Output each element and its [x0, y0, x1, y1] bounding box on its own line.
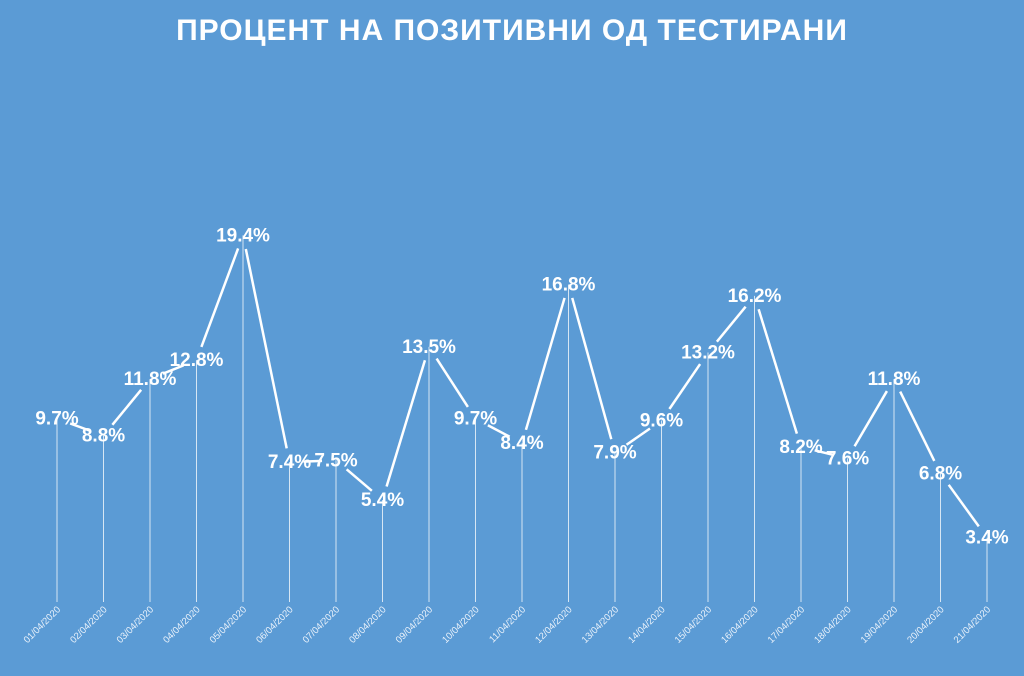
series-line-segment	[625, 427, 651, 446]
x-tick-label: 10/04/2020	[440, 604, 481, 645]
data-label: 9.7%	[35, 409, 78, 430]
data-label: 8.4%	[500, 433, 543, 454]
data-label: 16.8%	[542, 274, 596, 295]
x-tick-label: 05/04/2020	[208, 604, 249, 645]
data-label: 7.9%	[593, 443, 636, 464]
series-line-segment	[385, 359, 427, 487]
data-label: 5.4%	[361, 490, 404, 511]
series-line-segment	[162, 364, 185, 375]
data-label: 3.4%	[965, 528, 1008, 549]
chart-title: ПРОЦЕНТ НА ПОЗИТИВНИ ОД ТЕСТИРАНИ	[176, 14, 848, 47]
x-tick-label: 18/04/2020	[812, 604, 853, 645]
series-line-segment	[200, 248, 240, 348]
x-tick-label: 07/04/2020	[301, 604, 342, 645]
series-line-segment	[757, 308, 799, 435]
x-tick-label: 08/04/2020	[347, 604, 388, 645]
x-tick-label: 17/04/2020	[766, 604, 807, 645]
x-tick-label: 03/04/2020	[115, 604, 156, 645]
x-tick-label: 01/04/2020	[22, 604, 63, 645]
x-tick-label: 13/04/2020	[580, 604, 621, 645]
x-tick-label: 19/04/2020	[859, 604, 900, 645]
x-tick-label: 06/04/2020	[254, 604, 295, 645]
x-tick-label: 15/04/2020	[673, 604, 714, 645]
x-tick-label: 04/04/2020	[161, 604, 202, 645]
x-tick-label: 16/04/2020	[719, 604, 760, 645]
data-label: 7.5%	[314, 450, 357, 471]
data-label: 6.8%	[919, 463, 962, 484]
series-line-segment	[487, 424, 511, 438]
series-line-segment	[853, 390, 889, 447]
data-label: 8.2%	[779, 437, 822, 458]
data-label: 9.7%	[454, 409, 497, 430]
x-tick-label: 14/04/2020	[626, 604, 667, 645]
series-line-segment	[571, 297, 613, 440]
series-line-segment	[435, 357, 469, 408]
series-line-segment	[524, 297, 566, 431]
series-line-segment	[303, 459, 323, 463]
data-label: 8.8%	[82, 426, 125, 447]
x-tick-label: 09/04/2020	[394, 604, 435, 645]
x-tick-label: 02/04/2020	[68, 604, 109, 645]
series-line-segment	[111, 389, 143, 426]
series-line-segment	[668, 363, 702, 410]
data-label: 7.4%	[268, 452, 311, 473]
series-line-segment	[899, 390, 936, 462]
series-line-segment	[947, 484, 980, 528]
data-label: 9.6%	[640, 411, 683, 432]
series-line-segment	[715, 305, 747, 343]
data-label: 11.8%	[868, 369, 921, 390]
x-tick-label: 20/04/2020	[905, 604, 946, 645]
series-line-segment	[345, 468, 373, 492]
x-tick-label: 11/04/2020	[487, 604, 528, 645]
series-line-segment	[69, 422, 91, 433]
series-line-segment	[814, 449, 835, 457]
x-tick-label: 21/04/2020	[952, 604, 993, 645]
data-label: 13.2%	[681, 343, 735, 364]
series-line-segment	[244, 248, 288, 449]
data-label: 7.6%	[826, 448, 869, 469]
data-label: 11.8%	[124, 369, 177, 390]
data-label: 13.5%	[402, 337, 456, 358]
data-label: 19.4%	[216, 225, 270, 246]
x-tick-label: 12/04/2020	[533, 604, 574, 645]
data-label: 16.2%	[728, 286, 782, 307]
data-label: 12.8%	[170, 350, 224, 371]
